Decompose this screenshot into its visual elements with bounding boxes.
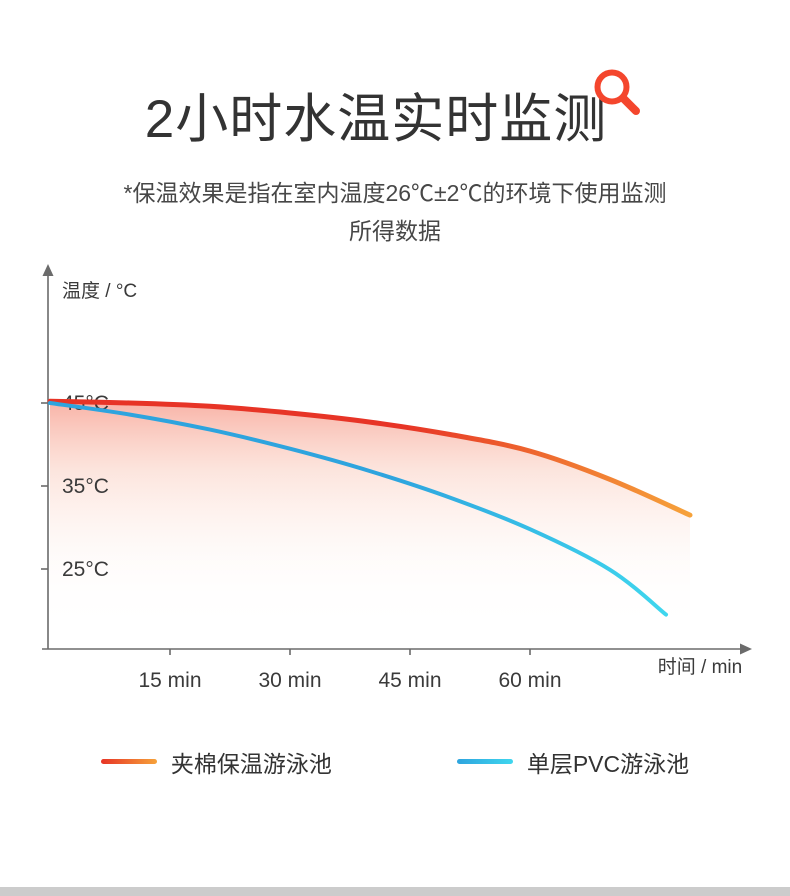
temperature-area-fill (50, 401, 690, 633)
title-row: 2小时水温实时监测 (0, 69, 790, 151)
x-tick-label: 15 min (138, 669, 201, 692)
magnifier-icon (591, 66, 645, 120)
x-axis-arrow (740, 643, 752, 655)
x-axis-title: 时间 / min (658, 656, 742, 678)
subtitle-line-1: *保温效果是指在室内温度26℃±2℃的环境下使用监测 (123, 179, 667, 206)
subtitle-line-2: 所得数据 (349, 217, 441, 244)
series-line-pvc-pool (48, 400, 668, 617)
x-tick-label: 45 min (378, 669, 441, 692)
y-tick-label: 35°C (62, 475, 109, 498)
y-axis-arrow (42, 263, 54, 276)
bottom-divider (0, 887, 790, 896)
page-title: 2小时水温实时监测 (144, 90, 608, 149)
legend-item-pvc-pool: 单层PVC游泳池 (456, 745, 690, 779)
x-tick-label: 30 min (258, 669, 321, 692)
legend-swatch-cyan (456, 759, 513, 765)
x-tick-label: 60 min (498, 669, 561, 692)
legend-label-insulated-pool: 夹棉保温游泳池 (170, 750, 332, 777)
legend-item-insulated-pool: 夹棉保温游泳池 (100, 745, 332, 779)
legend-swatch-red (100, 759, 157, 765)
y-axis-title: 温度 / °C (62, 280, 137, 302)
legend-label-pvc-pool: 单层PVC游泳池 (526, 750, 690, 777)
y-tick-label: 25°C (62, 558, 109, 581)
subtitle: *保温效果是指在室内温度26℃±2℃的环境下使用监测 所得数据 (40, 175, 750, 251)
chart-legend: 夹棉保温游泳池 单层PVC游泳池 (0, 745, 790, 779)
series-line-insulated-pool (47, 398, 693, 518)
axes-lines (42, 272, 742, 650)
